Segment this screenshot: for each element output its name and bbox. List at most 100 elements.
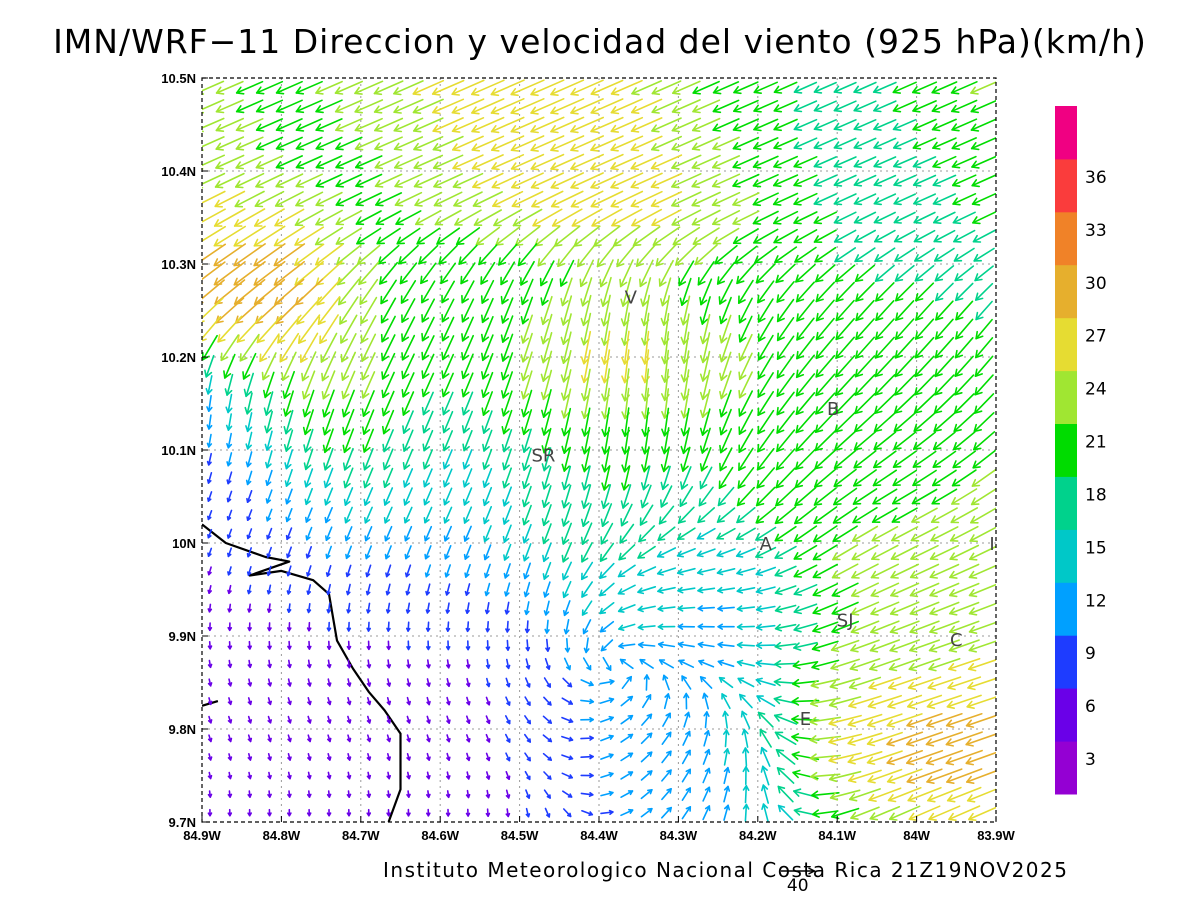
wind-arrow bbox=[773, 81, 798, 94]
wind-arrow bbox=[773, 228, 798, 244]
wind-arrow bbox=[510, 98, 545, 115]
wind-arrow bbox=[698, 659, 715, 668]
wind-arrow bbox=[833, 211, 857, 224]
wind-arrow bbox=[206, 471, 213, 484]
wind-arrow bbox=[774, 604, 797, 614]
wind-arrow bbox=[650, 172, 683, 189]
wind-arrow bbox=[949, 525, 979, 542]
wind-arrow bbox=[213, 225, 246, 247]
wind-arrow bbox=[346, 659, 352, 669]
wind-arrow bbox=[909, 620, 940, 635]
wind-arrow bbox=[255, 155, 284, 170]
wind-arrow bbox=[303, 428, 314, 453]
wind-arrow bbox=[306, 790, 312, 798]
wind-arrow bbox=[322, 389, 335, 418]
wind-arrow bbox=[677, 623, 696, 630]
wind-arrow bbox=[738, 409, 754, 435]
wind-arrow bbox=[757, 353, 774, 380]
wind-arrow bbox=[275, 118, 303, 132]
wind-arrow bbox=[362, 428, 375, 453]
wind-arrow bbox=[243, 372, 254, 398]
wind-arrow bbox=[505, 677, 511, 688]
colorbar-segment bbox=[1055, 635, 1077, 689]
wind-arrow bbox=[811, 659, 840, 671]
wind-arrow bbox=[432, 98, 465, 115]
wind-arrow bbox=[483, 525, 492, 543]
wind-arrow bbox=[580, 277, 593, 307]
wind-arrow bbox=[214, 172, 245, 189]
wind-arrow bbox=[465, 715, 471, 725]
wind-arrow bbox=[204, 354, 215, 378]
wind-arrow bbox=[580, 754, 594, 760]
wind-arrow bbox=[719, 332, 732, 363]
wind-arrow bbox=[576, 242, 598, 268]
wind-arrow bbox=[912, 118, 937, 132]
wind-arrow bbox=[560, 369, 572, 401]
wind-arrow bbox=[471, 135, 505, 152]
x-tick-label: 84.3W bbox=[660, 828, 698, 843]
wind-arrow bbox=[320, 332, 338, 363]
wind-arrow bbox=[671, 173, 702, 189]
wind-arrow bbox=[691, 173, 721, 189]
wind-arrow bbox=[267, 697, 273, 706]
wind-arrow bbox=[716, 261, 736, 285]
wind-arrow bbox=[934, 318, 954, 340]
wind-arrow bbox=[833, 229, 857, 243]
wind-arrow bbox=[697, 605, 716, 612]
wind-arrow bbox=[226, 452, 233, 467]
wind-arrow bbox=[699, 278, 713, 306]
wind-arrow bbox=[832, 506, 858, 524]
wind-arrow bbox=[386, 678, 392, 687]
wind-arrow bbox=[699, 369, 711, 401]
wind-arrow bbox=[909, 582, 940, 598]
wind-arrow bbox=[658, 259, 674, 287]
wind-arrow bbox=[206, 452, 212, 466]
wind-arrow bbox=[341, 370, 356, 400]
wind-arrow bbox=[267, 752, 272, 761]
wind-arrow bbox=[757, 334, 774, 361]
wind-arrow bbox=[735, 527, 756, 540]
wind-arrow bbox=[736, 506, 756, 524]
wind-arrow bbox=[361, 371, 376, 399]
wind-arrow bbox=[717, 605, 735, 612]
wind-arrow bbox=[384, 545, 392, 560]
wind-arrow bbox=[650, 191, 683, 208]
wind-arrow bbox=[412, 79, 445, 96]
wind-arrow bbox=[651, 117, 682, 133]
wind-arrow bbox=[461, 334, 475, 361]
wind-arrow bbox=[814, 246, 837, 263]
wind-arrow bbox=[461, 280, 475, 304]
wind-arrow bbox=[334, 80, 364, 95]
wind-arrow bbox=[580, 503, 592, 528]
wind-arrow bbox=[319, 314, 339, 345]
wind-arrow bbox=[326, 678, 332, 687]
wind-arrow bbox=[380, 279, 397, 305]
wind-arrow bbox=[287, 678, 292, 687]
wind-arrow bbox=[886, 713, 923, 728]
wind-arrow bbox=[307, 752, 312, 761]
wind-arrow bbox=[461, 298, 475, 323]
wind-arrow bbox=[697, 623, 715, 630]
wind-arrow bbox=[423, 506, 433, 524]
wind-arrow bbox=[809, 716, 842, 726]
wind-arrow bbox=[225, 393, 233, 414]
wind-arrow bbox=[912, 450, 937, 468]
wind-arrow bbox=[379, 261, 399, 285]
wind-arrow bbox=[545, 638, 551, 652]
wind-arrow bbox=[719, 427, 733, 454]
wind-arrow bbox=[683, 711, 691, 728]
wind-arrow bbox=[460, 262, 476, 285]
wind-arrow bbox=[752, 192, 779, 207]
wind-arrow bbox=[893, 193, 917, 206]
wind-arrow bbox=[539, 260, 555, 287]
wind-arrow bbox=[793, 156, 818, 169]
wind-arrow bbox=[550, 172, 585, 190]
wind-arrow bbox=[404, 564, 412, 578]
wind-arrow bbox=[847, 732, 883, 746]
wind-arrow bbox=[738, 352, 753, 381]
wind-arrow bbox=[202, 225, 226, 247]
wind-arrow bbox=[571, 208, 603, 227]
wind-arrow bbox=[255, 80, 284, 95]
wind-arrow bbox=[620, 503, 633, 527]
wind-arrow bbox=[541, 466, 552, 490]
